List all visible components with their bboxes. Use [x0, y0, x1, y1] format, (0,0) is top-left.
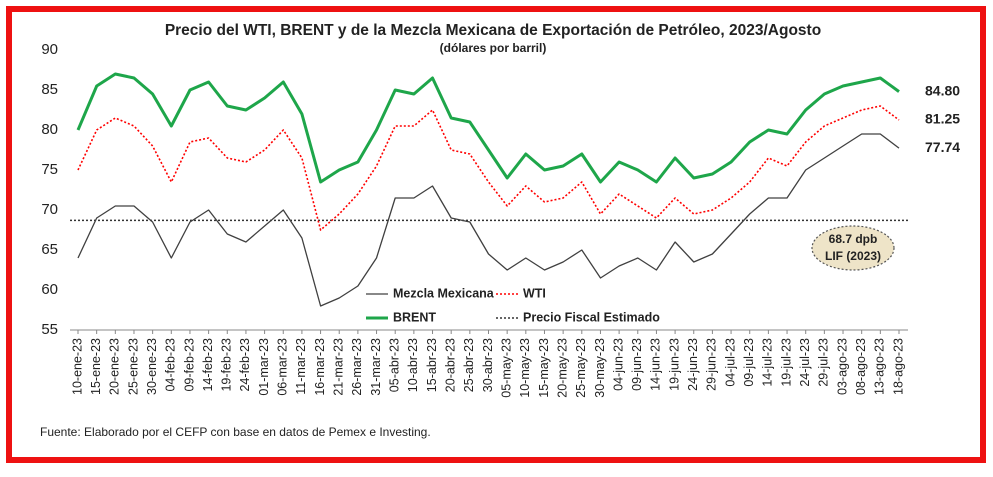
- source: Fuente: Elaborado por el CEFP con base e…: [40, 425, 431, 439]
- x-tick-label: 20-may-23: [555, 338, 569, 398]
- x-tick-label: 18-ago-23: [891, 338, 905, 395]
- y-tick-label: 55: [41, 321, 58, 338]
- y-tick-label: 80: [41, 121, 58, 138]
- x-tick-label: 30-abr-23: [481, 338, 495, 392]
- x-tick-label: 04-jun-23: [611, 338, 625, 391]
- y-tick-label: 85: [41, 81, 58, 98]
- x-tick-label: 29-jul-23: [817, 338, 831, 387]
- x-tick-label: 10-ene-23: [70, 338, 84, 395]
- x-tick-label: 08-ago-23: [854, 338, 868, 395]
- legend-label: Mezcla Mexicana: [393, 286, 495, 300]
- x-tick-label: 16-mar-23: [313, 338, 327, 396]
- x-tick-label: 19-feb-23: [220, 338, 234, 392]
- x-tick-label: 05-abr-23: [388, 338, 402, 392]
- x-tick-label: 30-ene-23: [145, 338, 159, 395]
- annotation-badge: [811, 225, 895, 271]
- x-tick-label: 09-jul-23: [742, 338, 756, 387]
- x-tick-label: 09-jun-23: [630, 338, 644, 391]
- chart-subtitle: (dólares por barril): [440, 41, 547, 55]
- y-tick-label: 70: [41, 201, 58, 218]
- x-tick-label: 19-jun-23: [667, 338, 681, 391]
- x-tick-label: 14-jun-23: [649, 338, 663, 391]
- x-tick-label: 24-feb-23: [238, 338, 252, 392]
- x-tick-label: 05-may-23: [499, 338, 513, 398]
- value-label: 84.80: [925, 82, 960, 98]
- x-tick-label: 14-feb-23: [201, 338, 215, 392]
- legend-label: BRENT: [393, 310, 436, 324]
- legend-label: WTI: [523, 286, 546, 300]
- x-tick-label: 24-jun-23: [686, 338, 700, 391]
- x-tick-label: 13-ago-23: [873, 338, 887, 395]
- x-tick-label: 15-ene-23: [89, 338, 103, 395]
- y-tick-label: 75: [41, 161, 58, 178]
- x-tick-label: 20-ene-23: [108, 338, 122, 395]
- x-tick-label: 14-jul-23: [761, 338, 775, 387]
- x-tick-label: 29-jun-23: [705, 338, 719, 391]
- chart-title: Precio del WTI, BRENT y de la Mezcla Mex…: [165, 22, 821, 39]
- x-tick-label: 10-may-23: [518, 338, 532, 398]
- x-tick-label: 21-mar-23: [332, 338, 346, 396]
- x-tick-label: 11-mar-23: [294, 338, 308, 395]
- legend-label: Precio Fiscal Estimado: [523, 310, 660, 324]
- y-tick-label: 65: [41, 241, 58, 258]
- x-tick-label: 30-may-23: [593, 338, 607, 398]
- x-tick-label: 15-abr-23: [425, 338, 439, 392]
- x-tick-label: 26-mar-23: [350, 338, 364, 396]
- annotation: LIF (2023): [825, 249, 881, 263]
- series-line: [77, 133, 900, 307]
- y-tick-label: 60: [41, 281, 58, 298]
- x-tick-label: 20-abr-23: [443, 338, 457, 392]
- x-tick-label: 01-mar-23: [257, 338, 271, 396]
- x-tick-label: 09-feb-23: [182, 338, 196, 392]
- x-tick-label: 06-mar-23: [276, 338, 290, 396]
- x-tick-label: 31-mar-23: [369, 338, 383, 396]
- x-tick-label: 25-may-23: [574, 338, 588, 398]
- series-line: [76, 72, 900, 184]
- x-tick-label: 04-feb-23: [164, 338, 178, 392]
- x-tick-label: 25-ene-23: [126, 338, 140, 395]
- x-tick-label: 25-abr-23: [462, 338, 476, 392]
- x-tick-label: 03-ago-23: [835, 338, 849, 395]
- x-tick-label: 19-jul-23: [779, 338, 793, 387]
- x-tick-label: 04-jul-23: [723, 338, 737, 387]
- series-line: [77, 105, 900, 231]
- y-tick-label: 90: [41, 41, 58, 58]
- value-label: 77.74: [925, 139, 960, 155]
- x-tick-label: 15-may-23: [537, 338, 551, 398]
- annotation: 68.7 dpb: [829, 232, 878, 246]
- x-tick-label: 24-jul-23: [798, 338, 812, 387]
- value-label: 81.25: [925, 111, 960, 127]
- x-tick-label: 10-abr-23: [406, 338, 420, 392]
